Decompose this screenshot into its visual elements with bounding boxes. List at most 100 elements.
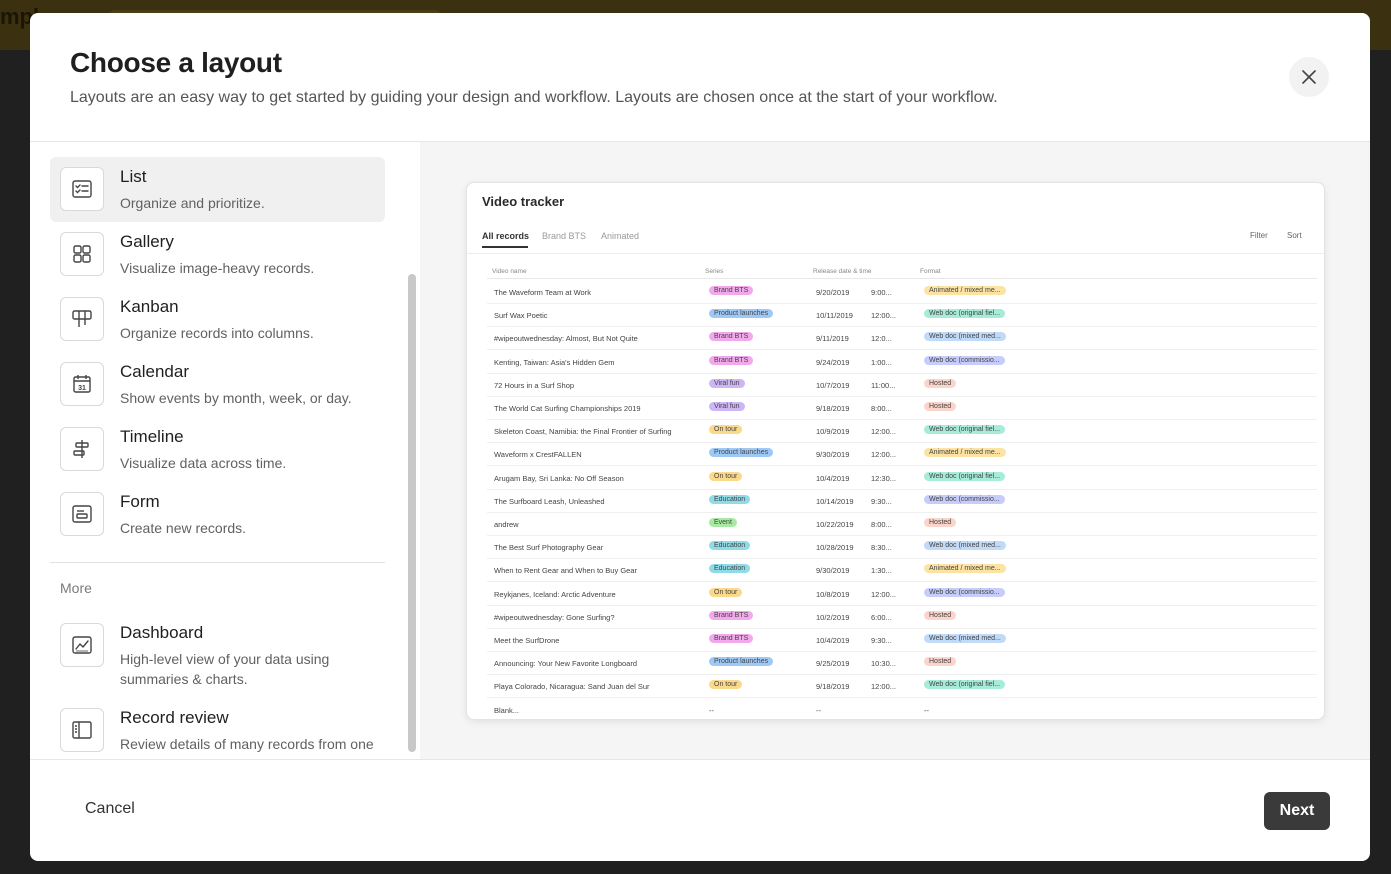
cell-video-name: The Surfboard Leash, Unleashed (494, 496, 605, 506)
table-row: Arugam Bay, Sri Lanka: No Off Season On t… (487, 466, 1317, 490)
cell-release-time: 12:00... (871, 311, 897, 321)
cell-video-name: Waveform x CrestFALLEN (494, 450, 582, 460)
cell-release-date: 10/11/2019 (816, 311, 853, 321)
layout-option-calendar[interactable]: 31 Calendar Show events by month, week, … (50, 352, 385, 417)
cell-release-date: 10/22/2019 (816, 520, 854, 529)
cell-release-date: 9/25/2019 (816, 659, 850, 669)
layout-option-name: Dashboard (120, 623, 204, 642)
cell-video-name: Blank... (494, 705, 520, 715)
cell-format: Web doc (original fiel... (924, 425, 1006, 435)
cell-format: Hosted (924, 610, 957, 620)
layout-option-description: Create new records. (120, 520, 247, 536)
cell-series: Brand BTS (709, 610, 754, 620)
close-icon (1302, 70, 1316, 84)
layout-option-description: High-level view of your data using summa… (120, 651, 330, 687)
preview-filter-label: Filter (1250, 231, 1268, 240)
cell-format: Animated / mixed me... (924, 448, 1006, 458)
record-review-icon (60, 708, 104, 752)
table-row: Reykjanes, Iceland: Arctic Adventure On t… (487, 582, 1317, 606)
table-row: Skeleton Coast, Namibia: the Final Front… (487, 419, 1317, 444)
layout-option-name: Timeline (120, 427, 184, 446)
cell-release-time: 12:00... (871, 450, 897, 460)
close-button[interactable] (1289, 57, 1329, 97)
cell-series: Brand BTS (709, 286, 754, 295)
cell-release-time: 11:00... (871, 380, 896, 390)
cell-video-name: Playa Colorado, Nicaragua: Sand Juan del… (494, 682, 650, 692)
cell-release-date: 9/30/2019 (816, 566, 850, 576)
sidebar-scrollbar[interactable] (408, 274, 416, 752)
preview-card: Video tracker All records Brand BTS Anim… (466, 182, 1325, 720)
cell-video-name: #wipeoutwednesday: Almost, But Not Quite (494, 334, 638, 344)
cell-video-name: Skeleton Coast, Namibia: the Final Front… (494, 427, 672, 437)
cell-release-time: 12:00... (871, 427, 897, 437)
layout-option-kanban[interactable]: Kanban Organize records into columns. (50, 287, 385, 352)
cell-video-name: Arugam Bay, Sri Lanka: No Off Season (494, 473, 624, 483)
cell-video-name: Reykjanes, Iceland: Arctic Adventure (494, 589, 616, 599)
dialog-subtitle: Layouts are an easy way to get started b… (70, 89, 998, 106)
cell-format: Web doc (mixed med... (924, 541, 1006, 551)
form-icon (60, 492, 104, 536)
cell-video-name: The World Cat Surfing Championships 2019 (494, 404, 641, 413)
cell-release-time: 12:0... (871, 334, 892, 344)
cell-release-time: 1:30... (871, 566, 892, 576)
layout-option-dashboard[interactable]: Dashboard High-level view of your data u… (50, 613, 385, 693)
layout-option-description: Organize records into columns. (120, 325, 314, 341)
layout-option-description: Visualize image-heavy records. (120, 260, 315, 276)
layout-option-form[interactable]: Form Create new records. (50, 482, 385, 547)
cell-series: Brand BTS (709, 355, 754, 365)
cell-release-date: 10/4/2019 (816, 473, 850, 483)
layout-preview-panel: Video tracker All records Brand BTS Anim… (420, 142, 1370, 759)
cell-format: Web doc (mixed med... (924, 332, 1006, 342)
table-row: 72 Hours in a Surf Shop Viral fun 10/7/201… (487, 373, 1317, 397)
layout-option-record-review[interactable]: Record review Review details of many rec… (50, 698, 385, 759)
layout-option-name: List (120, 167, 147, 186)
cell-series: Education (709, 494, 751, 504)
table-row: Announcing: Your New Favorite Longboard P… (487, 651, 1317, 676)
layout-option-description: Show events by month, week, or day. (120, 390, 352, 406)
cell-series: Product launches (709, 309, 774, 319)
cell-series: Product launches (709, 448, 774, 458)
cell-release-time: 9:30... (871, 636, 892, 645)
cell-release-date: 10/7/2019 (816, 380, 850, 390)
cell-video-name: Meet the SurfDrone (494, 636, 560, 645)
cell-video-name: Announcing: Your New Favorite Longboard (494, 659, 638, 669)
cell-format: Hosted (924, 402, 957, 411)
layout-option-timeline[interactable]: Timeline Visualize data across time. (50, 417, 385, 482)
cell-series: On tour (709, 680, 743, 690)
layout-option-list[interactable]: List Organize and prioritize. (50, 157, 385, 222)
cell-release-date: 10/4/2019 (816, 636, 850, 645)
cell-series: Product launches (709, 657, 774, 667)
table-row: Waveform x CrestFALLEN Product launches 9/… (487, 442, 1317, 467)
choose-layout-dialog: Choose a layout Layouts are an easy way … (30, 13, 1370, 861)
cell-release-date: -- (816, 705, 821, 715)
column-header: Release date & time (813, 268, 872, 275)
cell-format: Animated / mixed me... (924, 564, 1006, 574)
cell-format: Hosted (924, 378, 957, 388)
cancel-button[interactable]: Cancel (85, 800, 135, 817)
cell-release-date: 9/18/2019 (816, 682, 850, 692)
layout-option-description: Organize and prioritize. (120, 195, 265, 211)
preview-tab-divider (467, 253, 1324, 254)
cell-release-time: 8:00... (871, 404, 892, 413)
cell-format: Web doc (commissio... (924, 587, 1005, 597)
dashboard-chart-icon (60, 623, 104, 667)
cell-release-date: 9/20/2019 (816, 288, 850, 297)
section-divider (50, 562, 385, 563)
layout-option-gallery[interactable]: Gallery Visualize image-heavy records. (50, 222, 385, 287)
cell-format: Hosted (924, 657, 957, 667)
cell-video-name: The Best Surf Photography Gear (494, 543, 604, 553)
cell-release-time: 9:30... (871, 496, 892, 506)
cell-format: -- (924, 705, 929, 715)
next-button[interactable]: Next (1264, 792, 1330, 830)
cell-format: Web doc (original fiel... (924, 471, 1006, 481)
column-header: Video name (492, 268, 527, 275)
cell-series: Viral fun (709, 378, 745, 388)
cell-release-time: 12:30... (871, 473, 897, 483)
layout-option-name: Gallery (120, 232, 174, 251)
table-row: Kenting, Taiwan: Asia's Hidden Gem Brand … (487, 350, 1317, 374)
cell-release-date: 9/30/2019 (816, 450, 850, 460)
cell-series: -- (709, 705, 714, 715)
cell-release-time: 8:00... (871, 520, 892, 529)
cell-release-date: 9/18/2019 (816, 404, 850, 413)
cell-video-name: andrew (494, 520, 519, 529)
